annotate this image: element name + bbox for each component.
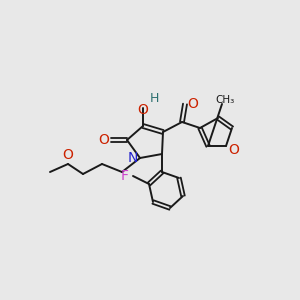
Text: O: O <box>188 97 198 111</box>
Text: O: O <box>99 133 110 147</box>
Text: O: O <box>138 103 148 117</box>
Text: N: N <box>128 151 138 165</box>
Text: O: O <box>229 143 239 157</box>
Text: H: H <box>149 92 159 104</box>
Text: CH₃: CH₃ <box>215 95 235 105</box>
Text: O: O <box>63 148 74 162</box>
Text: F: F <box>121 169 129 183</box>
